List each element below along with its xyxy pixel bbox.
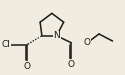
Text: Cl: Cl [2,40,11,49]
Text: O: O [68,60,75,69]
Text: O: O [84,38,91,47]
Text: O: O [24,62,31,71]
Text: N: N [53,31,60,40]
